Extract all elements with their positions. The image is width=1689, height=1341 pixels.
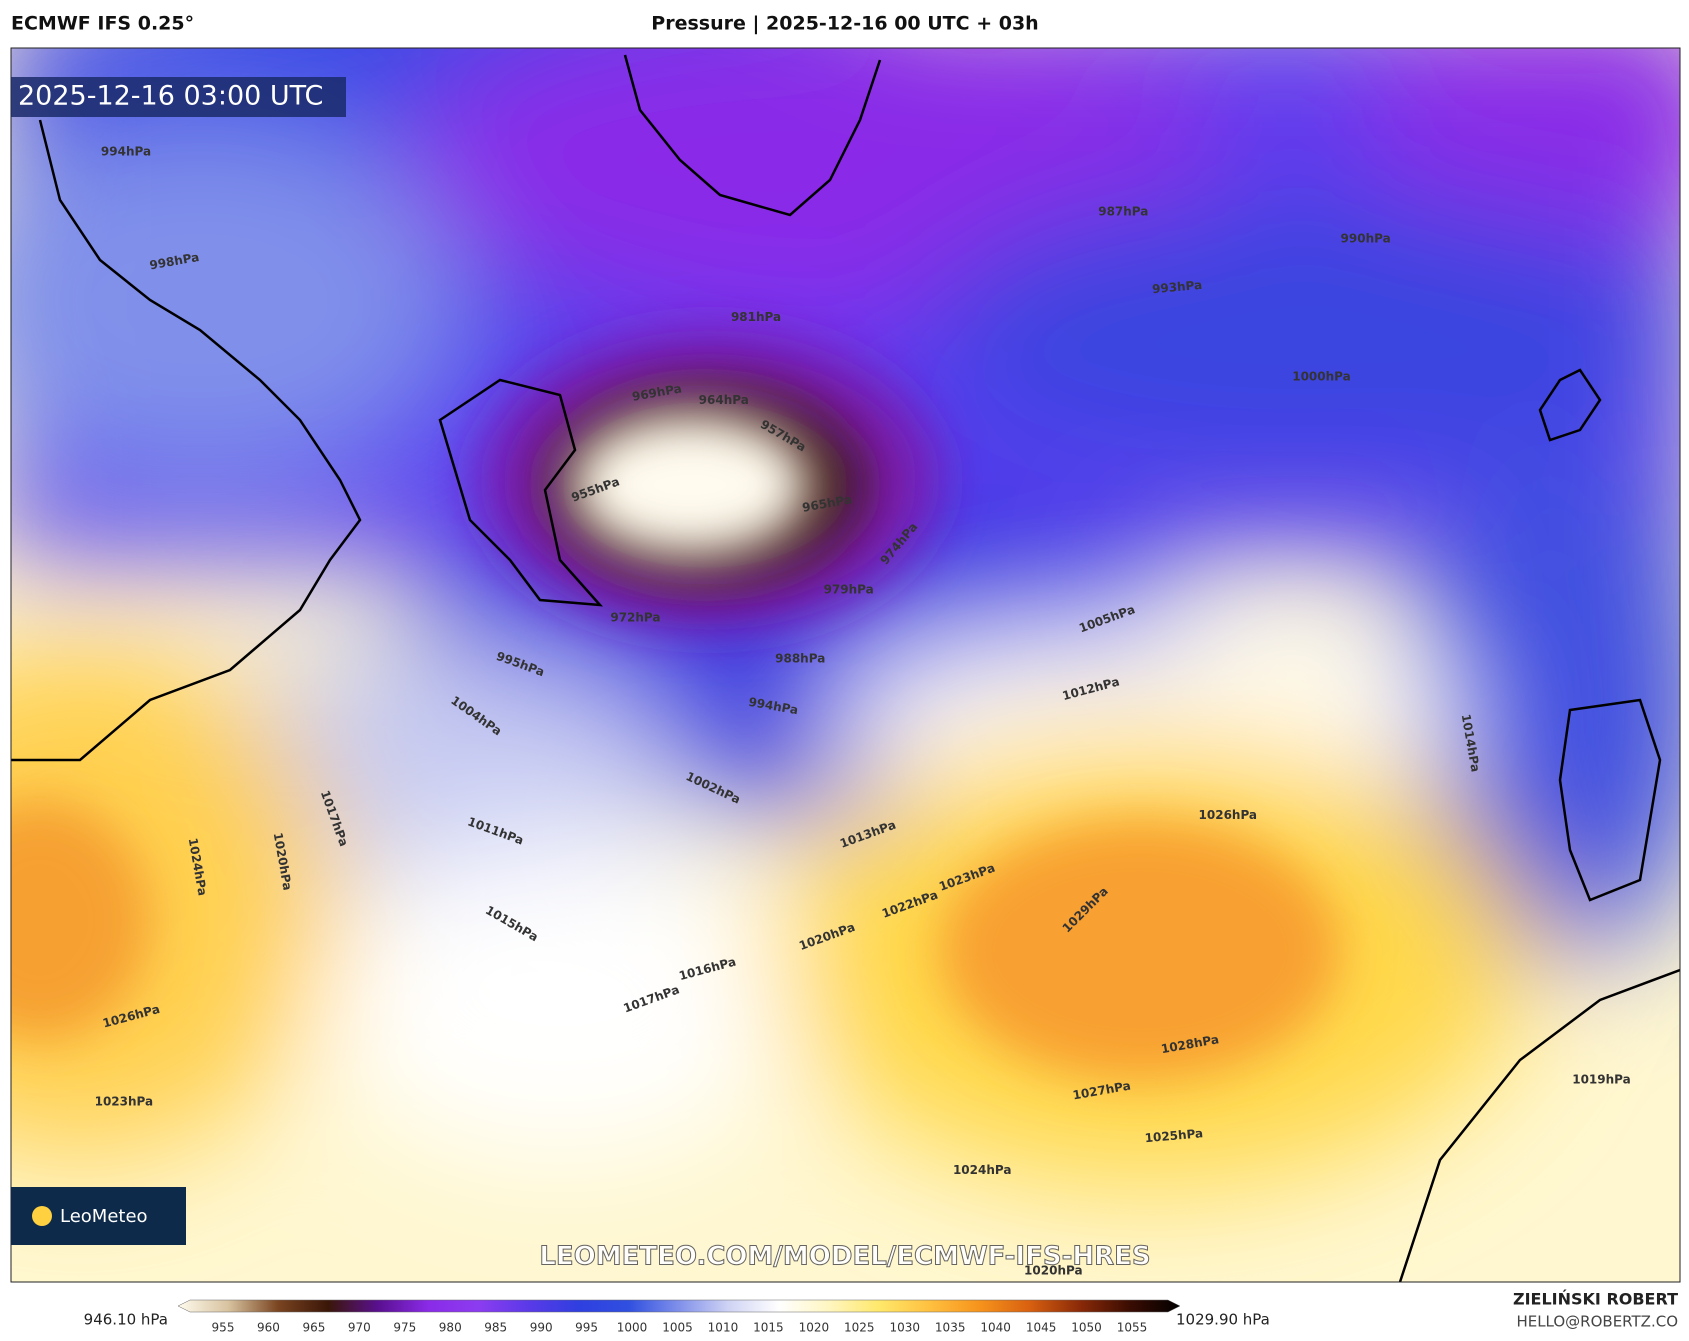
isobar-label: 964hPa [699,393,749,407]
isobar-label: 1024hPa [953,1163,1012,1177]
colorbar-tick-label: 990 [530,1321,553,1335]
isobar-label: 981hPa [731,310,781,324]
isobar-label: 994hPa [101,144,151,158]
isobar-label: 1025hPa [1144,1126,1204,1145]
logo-sun [32,1206,52,1226]
colorbar-tick-label: 960 [257,1321,280,1335]
colorbar-tick-label: 1005 [662,1321,693,1335]
colorbar-tick-label: 1010 [708,1321,739,1335]
colorbar-tick-label: 1040 [980,1321,1011,1335]
colorbar-tick-label: 985 [484,1321,507,1335]
time-box [11,77,346,117]
colorbar-tick-label: 1015 [753,1321,784,1335]
map-title: Pressure | 2025-12-16 00 UTC + 03h [651,13,1038,35]
colorbar-tick-label: 970 [348,1321,371,1335]
logo: LeoMeteo [60,1206,148,1227]
isobar-label: 979hPa [824,583,874,597]
isobar-label: 993hPa [1152,278,1203,296]
colorbar-tick-label: 975 [393,1321,416,1335]
colorbar-tick-label: 1045 [1026,1321,1057,1335]
coastlines [11,54,1680,1282]
colorbar-min: 946.10 hPa [84,1311,168,1329]
colorbar-ticks: 955 960 965 970 975 980 985 990 995 1000 1005 1010 1… [212,1321,1148,1335]
colorbar-tick-label: 1055 [1117,1321,1148,1335]
valid-time: 2025-12-16 03:00 UTC [18,81,323,112]
isobar-label: 987hPa [1098,205,1148,219]
colorbar-tick-label: 955 [212,1321,235,1335]
isobar-label: 1023hPa [95,1094,154,1108]
author-email: HELLO@ROBERTZ.CO [1516,1313,1678,1331]
isobar-label: 1000hPa [1292,369,1351,383]
colorbar-tick-label: 1030 [889,1321,920,1335]
colorbar-tick-label: 1020 [799,1321,830,1335]
isobar-label: 988hPa [775,652,825,666]
isobar-label: 1019hPa [1572,1073,1631,1087]
model-name: ECMWF IFS 0.25° [11,13,194,35]
colorbar-tick-label: 1035 [935,1321,966,1335]
map-frame [10,47,1681,1283]
isobar-label: 972hPa [610,611,660,625]
isobar-label: 990hPa [1341,232,1391,246]
isobar-label: 1020hPa [1024,1263,1083,1277]
author-name: ZIELIŃSKI ROBERT [1513,1290,1678,1309]
colorbar-tick-label: 1025 [844,1321,875,1335]
colorbar-tick-label: 995 [575,1321,598,1335]
colorbar-tick-label: 965 [302,1321,325,1335]
colorbar-tick-label: 1050 [1071,1321,1102,1335]
colorbar [177,1299,1181,1313]
colorbar-max: 1029.90 hPa [1176,1311,1270,1329]
colorbar-tick-label: 1000 [617,1321,648,1335]
colorbar-tick-label: 980 [439,1321,462,1335]
isobar-label: 1026hPa [1199,808,1258,822]
watermark: LEOMETEO.COM/MODEL/ECMWF-IFS-HRES [539,1242,1150,1272]
